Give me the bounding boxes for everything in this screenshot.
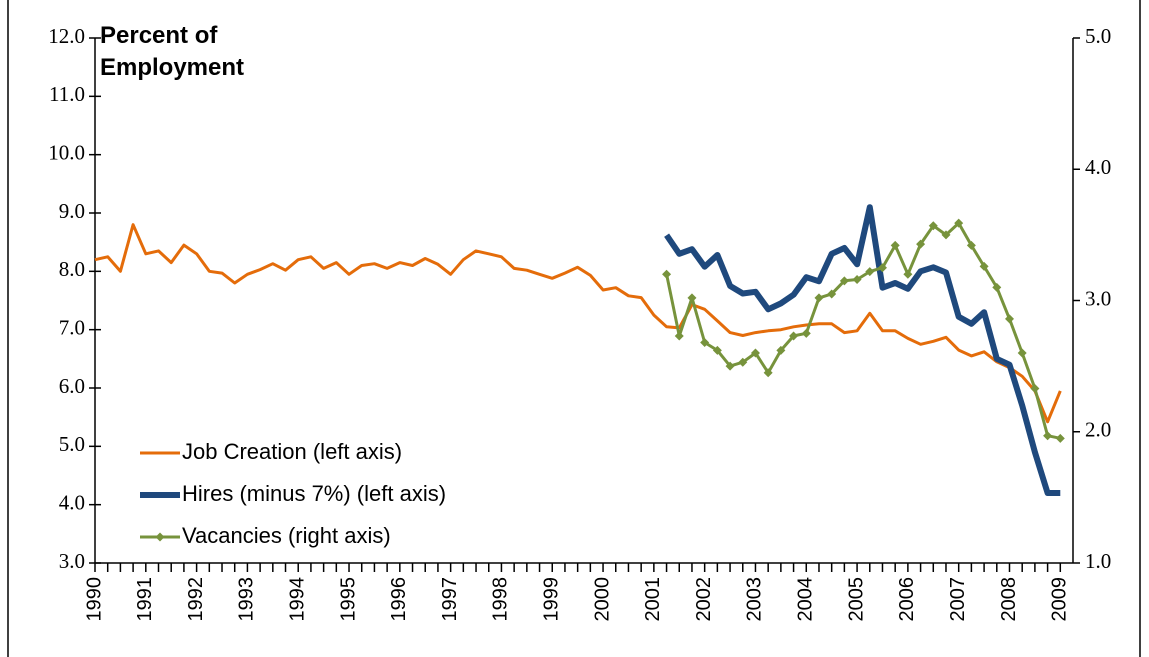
legend-label: Vacancies (right axis) bbox=[182, 523, 391, 548]
x-tick-label: 1990 bbox=[83, 577, 105, 622]
y-tick-label: 7.0 bbox=[59, 315, 85, 339]
x-tick-label: 1992 bbox=[185, 577, 207, 622]
x-tick-label: 2003 bbox=[744, 577, 766, 622]
y-tick-label: 11.0 bbox=[49, 82, 85, 106]
legend-label: Job Creation (left axis) bbox=[182, 439, 402, 464]
y-tick-label: 4.0 bbox=[59, 490, 85, 514]
y-tick-label: 8.0 bbox=[59, 257, 85, 281]
series-marker bbox=[890, 240, 900, 250]
x-tick-label: 2004 bbox=[795, 577, 817, 622]
y2-tick-label: 2.0 bbox=[1085, 418, 1111, 442]
series-marker bbox=[852, 275, 862, 284]
x-tick-label: 2001 bbox=[642, 577, 664, 622]
y2-tick-label: 5.0 bbox=[1085, 24, 1111, 48]
series-marker bbox=[928, 221, 938, 231]
series-marker bbox=[966, 240, 976, 250]
series-marker bbox=[725, 361, 735, 371]
series-marker bbox=[954, 218, 964, 228]
series-marker bbox=[763, 368, 773, 378]
series-line bbox=[94, 223, 1062, 424]
y2-tick-label: 4.0 bbox=[1085, 155, 1111, 179]
x-tick-label: 2008 bbox=[998, 577, 1020, 622]
series-marker bbox=[916, 239, 926, 249]
x-tick-label: 1998 bbox=[490, 577, 512, 622]
x-tick-label: 2006 bbox=[896, 577, 918, 622]
x-tick-label: 1997 bbox=[439, 577, 461, 622]
series-marker bbox=[789, 331, 799, 341]
x-tick-label: 1996 bbox=[388, 577, 410, 622]
y-tick-label: 6.0 bbox=[59, 374, 85, 398]
series-marker bbox=[776, 345, 786, 355]
series-marker bbox=[712, 345, 722, 355]
x-tick-label: 2002 bbox=[693, 577, 715, 622]
series-marker bbox=[941, 230, 951, 240]
series-marker bbox=[865, 267, 875, 277]
x-tick-label: 2000 bbox=[591, 577, 613, 622]
x-tick-label: 1995 bbox=[337, 577, 359, 622]
series-marker bbox=[877, 263, 887, 273]
chart-border bbox=[7, 0, 1141, 657]
y2-tick-label: 1.0 bbox=[1085, 549, 1111, 573]
x-tick-label: 1993 bbox=[236, 577, 258, 622]
y-axis-label: Percent of Employment bbox=[100, 22, 245, 81]
series-marker bbox=[674, 331, 684, 341]
series-marker bbox=[1017, 348, 1027, 358]
series-marker bbox=[1043, 431, 1053, 441]
series-line bbox=[664, 204, 1061, 496]
x-tick-label: 2005 bbox=[845, 577, 867, 622]
x-tick-label: 2007 bbox=[947, 577, 969, 622]
x-tick-label: 1991 bbox=[134, 577, 156, 622]
series-marker bbox=[979, 261, 989, 271]
y-tick-label: 5.0 bbox=[59, 432, 85, 456]
series-marker bbox=[687, 293, 697, 303]
legend-label: Hires (minus 7%) (left axis) bbox=[182, 481, 446, 506]
series-marker bbox=[839, 276, 849, 286]
series-marker bbox=[903, 269, 913, 279]
series-marker bbox=[1004, 314, 1014, 324]
x-tick-label: 1994 bbox=[287, 577, 309, 622]
series-marker bbox=[700, 338, 710, 347]
y-tick-label: 3.0 bbox=[59, 549, 85, 573]
series-marker bbox=[1030, 383, 1040, 393]
series-marker bbox=[827, 289, 837, 299]
y-tick-label: 10.0 bbox=[48, 140, 85, 164]
y2-tick-label: 3.0 bbox=[1085, 286, 1111, 310]
x-tick-label: 2009 bbox=[1049, 577, 1071, 622]
y-tick-label: 12.0 bbox=[48, 24, 85, 48]
y-tick-label: 9.0 bbox=[59, 199, 85, 223]
legend-marker bbox=[155, 532, 165, 542]
series-marker bbox=[738, 357, 748, 367]
series-marker bbox=[814, 293, 824, 303]
x-tick-label: 1999 bbox=[541, 577, 563, 622]
series-marker bbox=[992, 282, 1002, 292]
series-marker bbox=[662, 269, 672, 279]
series-line bbox=[665, 221, 1061, 440]
series-marker bbox=[1055, 433, 1065, 443]
series-marker bbox=[801, 328, 811, 338]
series-marker bbox=[750, 348, 760, 358]
